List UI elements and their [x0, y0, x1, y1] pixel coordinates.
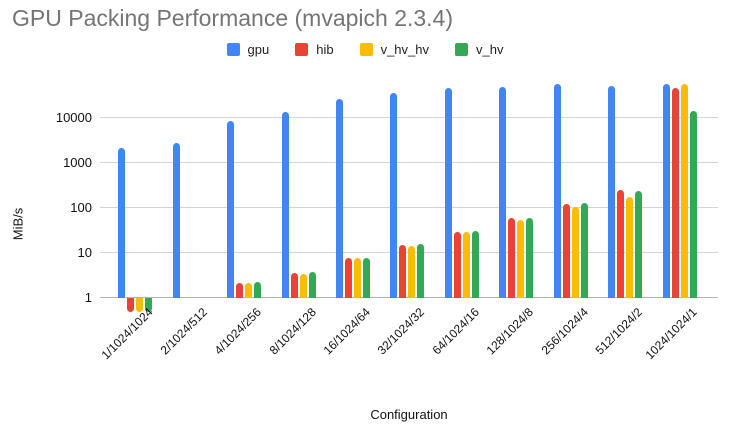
- x-category-label: 2/1024/512: [157, 305, 210, 358]
- bar-group-1/1024/1024: [108, 80, 162, 312]
- bar-v_hv_hv: [462, 232, 470, 298]
- y-tick-label: 1: [84, 290, 92, 305]
- x-category-label: 1024/1024/1: [642, 305, 700, 363]
- bar-gpu: [227, 120, 235, 298]
- x-category-label: 256/1024/4: [538, 305, 591, 358]
- y-tick-label: 100: [70, 200, 92, 215]
- bar-hib: [453, 231, 461, 298]
- y-tick-label: 10000: [55, 110, 92, 125]
- bar-v_hv_hv: [517, 219, 525, 298]
- legend-item-v_hv: v_hv: [455, 42, 503, 57]
- legend-swatch-v_hv_hv: [359, 43, 373, 56]
- bar-group-1024/1024/1: [653, 80, 707, 298]
- bar-hib: [562, 203, 570, 298]
- x-axis-labels: 1/1024/1024 2/1024/512 4/1024/256 8/1024/12…: [98, 303, 707, 398]
- bar-gpu: [336, 99, 344, 298]
- bar-v_hv_hv: [245, 282, 253, 298]
- bar-group-128/1024/8: [489, 80, 543, 298]
- legend-item-v_hv_hv: v_hv_hv: [359, 42, 429, 57]
- bar-v_hv_hv: [136, 298, 144, 312]
- x-category-label: 1/1024/1024: [98, 305, 156, 363]
- x-category-label: 32/1024/32: [375, 305, 428, 358]
- bar-group-512/1024/2: [598, 80, 652, 298]
- bar-v_hv_hv: [299, 273, 307, 298]
- bar-v_hv: [580, 202, 588, 298]
- legend-label: gpu: [247, 42, 270, 57]
- bar-hib: [617, 190, 625, 298]
- bar-hib: [671, 88, 679, 298]
- x-category-label: 128/1024/8: [483, 305, 537, 358]
- bar-gpu: [172, 142, 180, 298]
- legend-label: hib: [316, 42, 334, 57]
- legend-swatch-gpu: [226, 43, 240, 56]
- bar-gpu: [281, 112, 289, 298]
- gridline: [100, 207, 718, 208]
- y-tick-label: 1000: [63, 155, 92, 170]
- gridline: [100, 117, 718, 118]
- bar-v_hv_hv: [626, 197, 634, 298]
- bar-gpu: [499, 86, 507, 298]
- legend-swatch-hib: [295, 43, 309, 56]
- bar-v_hv: [363, 257, 371, 298]
- bar-v_hv: [254, 281, 262, 298]
- bar-groups: [108, 80, 707, 312]
- bar-gpu: [553, 84, 561, 298]
- bar-v_hv_hv: [408, 246, 416, 298]
- bar-v_hv: [417, 243, 425, 298]
- legend-swatch-v_hv: [455, 43, 468, 56]
- legend-item-hib: hib: [295, 42, 334, 57]
- bar-gpu: [444, 87, 452, 298]
- bar-v_hv: [471, 230, 479, 298]
- bar-v_hv: [635, 191, 643, 298]
- bar-v_hv: [689, 111, 697, 298]
- bar-gpu: [608, 86, 616, 298]
- bar-hib: [290, 273, 298, 298]
- legend-label: v_hv_hv: [380, 42, 429, 57]
- chart-title: GPU Packing Performance (mvapich 2.3.4): [12, 5, 454, 31]
- bar-hib: [508, 217, 516, 298]
- bar-group-4/1024/256: [217, 80, 271, 298]
- bar-hib: [345, 258, 353, 298]
- bar-v_hv: [308, 272, 316, 298]
- bar-group-16/1024/64: [326, 80, 380, 298]
- y-tick-label: 10: [77, 245, 92, 260]
- x-category-label: 16/1024/64: [320, 305, 373, 358]
- x-axis-title: Configuration: [370, 407, 448, 422]
- bar-gpu: [118, 147, 126, 298]
- bar-v_hv: [145, 298, 153, 312]
- bar-gpu: [662, 83, 670, 298]
- legend-item-gpu: gpu: [226, 42, 270, 57]
- bar-group-8/1024/128: [271, 80, 325, 298]
- bar-gpu: [390, 93, 398, 298]
- bar-group-32/1024/32: [380, 80, 434, 298]
- x-category-label: 64/1024/16: [429, 305, 482, 358]
- bar-hib: [399, 245, 407, 298]
- bar-v_hv_hv: [680, 84, 688, 298]
- bar-hib: [236, 282, 244, 298]
- x-category-label: 512/1024/2: [592, 305, 646, 358]
- legend: gpu hib v_hv_hv v_hv: [0, 42, 730, 57]
- legend-label: v_hv: [476, 42, 504, 57]
- x-category-label: 8/1024/128: [266, 305, 319, 358]
- bar-group-64/1024/16: [435, 80, 489, 298]
- bar-v_hv: [526, 217, 534, 298]
- bar-v_hv_hv: [354, 258, 362, 298]
- y-axis-ticks: 1 10 100 1000 10000: [0, 80, 92, 305]
- gridline: [100, 162, 718, 163]
- bar-hib: [127, 298, 135, 312]
- plot-area: [100, 80, 718, 312]
- bar-group-256/1024/4: [544, 80, 598, 298]
- bar-group-2/1024/512: [162, 80, 216, 298]
- x-category-label: 4/1024/256: [211, 305, 265, 358]
- bar-v_hv_hv: [571, 206, 579, 298]
